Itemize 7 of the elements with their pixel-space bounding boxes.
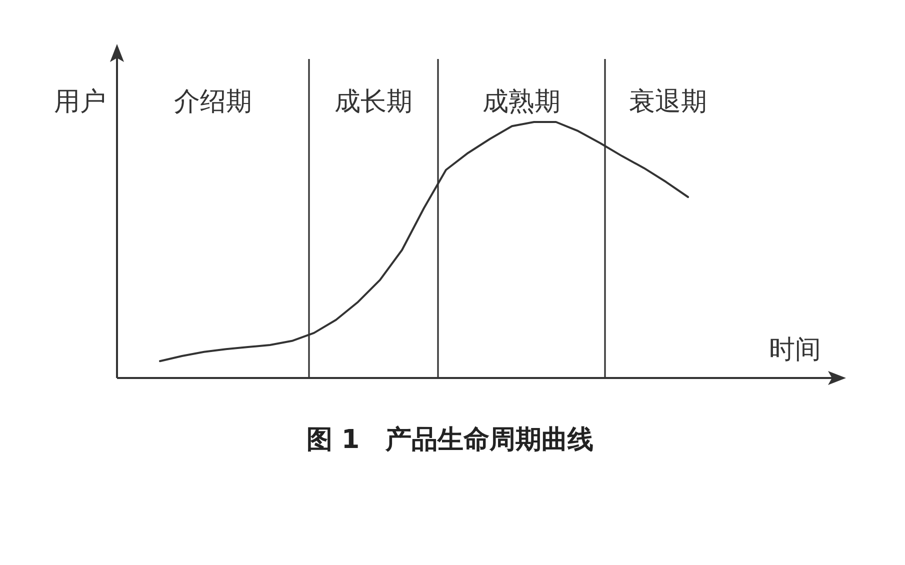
text: 成熟期 <box>482 87 560 117</box>
x-axis-title: 时间 <box>769 335 821 365</box>
text: 衰退期 <box>629 87 707 117</box>
y-axis-title: 用户 <box>54 87 106 117</box>
text: 成长期 <box>334 87 412 117</box>
text: 图 1 产品生命周期曲线 <box>306 425 594 455</box>
text: 介绍期 <box>174 87 252 117</box>
